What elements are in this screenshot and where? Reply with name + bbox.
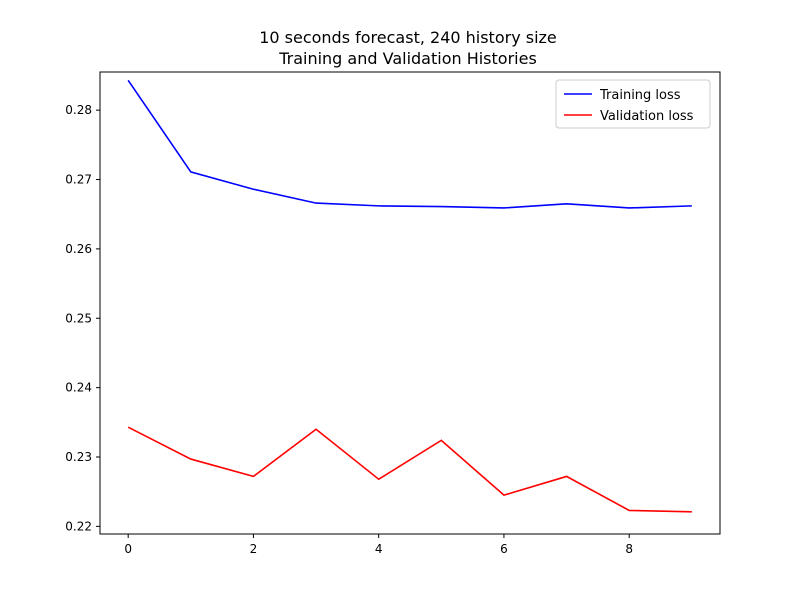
- y-tick-label: 0.22: [65, 519, 92, 533]
- chart-title: 10 seconds forecast, 240 history size: [259, 28, 557, 47]
- y-tick-label: 0.28: [65, 103, 92, 117]
- x-tick-label: 0: [124, 542, 132, 556]
- x-tick-label: 2: [250, 542, 258, 556]
- chart-subtitle: Training and Validation Histories: [278, 49, 537, 68]
- legend-label: Validation loss: [600, 109, 694, 124]
- x-tick-label: 6: [500, 542, 508, 556]
- series-layer: [127, 79, 692, 513]
- series-line-training-loss: [127, 79, 692, 209]
- x-tick-label: 4: [375, 542, 383, 556]
- y-tick-label: 0.25: [65, 311, 92, 325]
- y-tick-label: 0.24: [65, 381, 92, 395]
- plot-frame: [99, 71, 721, 535]
- y-tick-label: 0.27: [65, 173, 92, 187]
- series-line-validation-loss: [127, 426, 692, 513]
- x-tick-label: 8: [625, 542, 633, 556]
- legend-box: [555, 79, 711, 129]
- y-tick-label: 0.26: [65, 242, 92, 256]
- legend-label: Training loss: [599, 88, 681, 103]
- x-axis: 0 2 4 6 8: [124, 534, 633, 556]
- y-tick-label: 0.23: [65, 450, 92, 464]
- legend: Training loss Validation loss: [555, 79, 711, 129]
- y-axis: 0.22 0.23 0.24 0.25 0.26 0.27 0.28: [65, 103, 100, 533]
